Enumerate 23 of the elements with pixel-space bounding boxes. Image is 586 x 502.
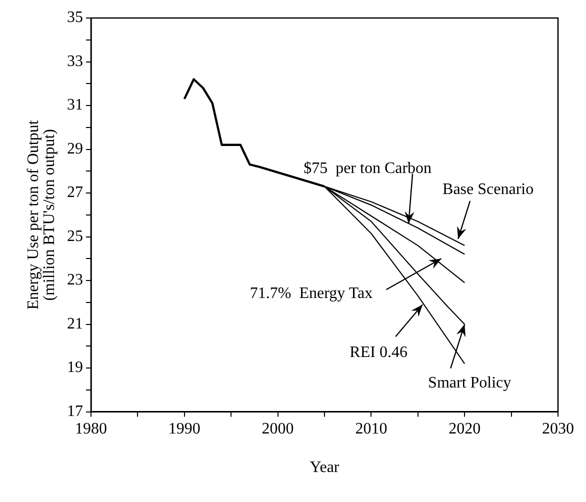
y-tick-label: 27 [67, 184, 83, 202]
x-tick-label: 1990 [168, 420, 200, 438]
y-tick-label: 29 [67, 140, 83, 158]
y-tick-label: 23 [67, 272, 83, 289]
annotation: REI 0.46 [350, 344, 408, 361]
annotation: Base Scenario [442, 181, 534, 198]
annotation: 71.7% Energy Tax [250, 284, 373, 302]
y-axis-title: Energy Use per ton of Output (million BTU's/ton output) [25, 120, 58, 310]
x-tick-label: 1980 [75, 420, 107, 438]
y-tick-label: 35 [67, 9, 83, 26]
x-tick-label: 2000 [262, 420, 294, 438]
annotation: $75 per ton Carbon [304, 160, 432, 177]
y-tick-label: 17 [67, 403, 83, 420]
x-tick-label: 2030 [542, 420, 574, 438]
y-tick-label: 19 [67, 359, 83, 376]
x-axis-title: Year [310, 459, 340, 476]
y-tick-label: 33 [67, 52, 83, 70]
y-tick-label: 25 [67, 228, 83, 245]
x-tick-label: 2010 [355, 420, 388, 438]
annotation: Smart Policy [428, 374, 512, 392]
y-tick-label: 31 [67, 96, 83, 114]
x-tick-label: 2020 [448, 420, 481, 438]
y-tick-label: 21 [67, 315, 83, 332]
